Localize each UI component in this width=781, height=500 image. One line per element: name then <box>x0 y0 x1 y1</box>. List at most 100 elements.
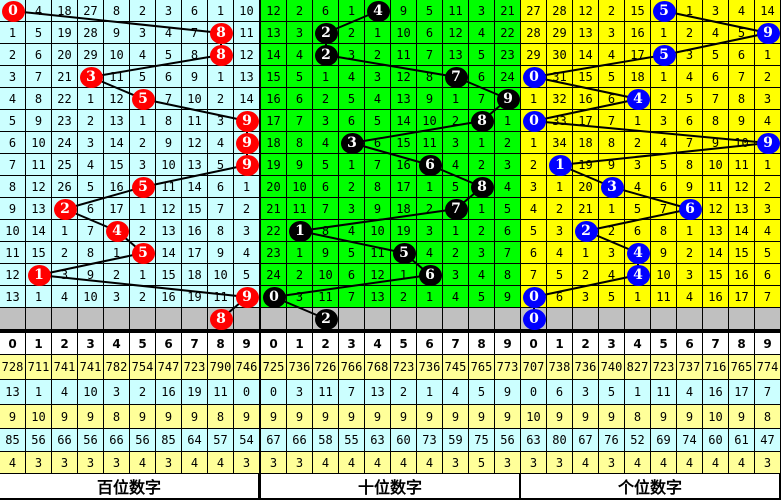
stat-cell: 9 <box>156 405 182 429</box>
stat-cell: 723 <box>651 355 677 380</box>
grid-cell: 23 <box>261 242 287 264</box>
grid-cell: 2 <box>521 154 547 176</box>
grid-cell: 3 <box>547 220 573 242</box>
digit-header: 4 <box>365 333 391 355</box>
stat-cell: 9 <box>365 405 391 429</box>
grid-cell: 1 <box>469 132 495 154</box>
stat-cell: 738 <box>547 355 573 380</box>
grid-cell: 4 <box>313 132 339 154</box>
draw-ball: 3 <box>79 66 103 88</box>
stat-cell: 11 <box>208 380 234 405</box>
stat-cell: 9 <box>599 405 625 429</box>
grid-cell: 1 <box>521 88 547 110</box>
grid-cell: 11 <box>104 66 130 88</box>
grid-cell: 1 <box>651 22 677 44</box>
grid-cell: 5 <box>234 264 260 286</box>
stat-cell: 4 <box>729 452 755 474</box>
grid-cell: 7 <box>651 198 677 220</box>
grid-cell: 9 <box>677 176 703 198</box>
grid-cell: 3 <box>339 44 365 66</box>
grid-cell: 15 <box>703 264 729 286</box>
stat-cell: 56 <box>130 429 156 452</box>
grid-cell: 7 <box>703 88 729 110</box>
grey-cell <box>469 308 495 330</box>
grid-cell: 17 <box>104 198 130 220</box>
grid-cell: 12 <box>703 198 729 220</box>
grid-cell: 14 <box>729 220 755 242</box>
digit-header: 8 <box>729 333 755 355</box>
grid-cell: 2 <box>130 286 156 308</box>
grid-cell: 8 <box>26 88 52 110</box>
stat-cell: 707 <box>521 355 547 380</box>
grid-cell: 12 <box>234 44 260 66</box>
grid-cell: 6 <box>339 110 365 132</box>
stat-cell: 3 <box>443 452 469 474</box>
grid-cell: 3 <box>287 286 313 308</box>
digit-header: 2 <box>313 333 339 355</box>
grid-cell: 1 <box>339 154 365 176</box>
stat-cell: 9 <box>52 405 78 429</box>
grid-cell: 6 <box>729 44 755 66</box>
grid-cell: 4 <box>469 264 495 286</box>
grid-cell: 11 <box>729 154 755 176</box>
grid-cell: 10 <box>78 286 104 308</box>
stat-cell: 716 <box>703 355 729 380</box>
draw-ball: 0 <box>522 66 546 88</box>
stat-cell: 76 <box>599 429 625 452</box>
grid-cell: 6 <box>547 286 573 308</box>
grid-cell: 1 <box>0 22 26 44</box>
grid-cell: 1 <box>208 66 234 88</box>
grey-cell <box>234 308 260 330</box>
grid-cell: 8 <box>182 44 208 66</box>
digit-header: 5 <box>130 333 156 355</box>
grid-cell: 13 <box>156 220 182 242</box>
stat-cell: 61 <box>729 429 755 452</box>
grid-cell: 11 <box>417 132 443 154</box>
grid-cell: 1 <box>417 176 443 198</box>
grid-cell: 6 <box>495 220 521 242</box>
panel-title: 十位数字 <box>261 474 519 498</box>
grid-cell: 6 <box>208 176 234 198</box>
stat-cell: 4 <box>677 452 703 474</box>
grid-cell: 12 <box>156 198 182 220</box>
grid-cell: 14 <box>391 110 417 132</box>
grid-cell: 10 <box>0 220 26 242</box>
draw-ball: 2 <box>53 198 77 220</box>
draw-ball: 4 <box>626 242 650 264</box>
grid-cell: 7 <box>78 220 104 242</box>
grid-cell: 4 <box>78 154 104 176</box>
grid-cell: 8 <box>599 132 625 154</box>
grid-cell: 4 <box>495 176 521 198</box>
grid-cell: 8 <box>78 242 104 264</box>
grid-cell: 10 <box>287 176 313 198</box>
grid-cell: 7 <box>469 88 495 110</box>
grid-cell: 2 <box>599 0 625 22</box>
grid-cell: 29 <box>521 44 547 66</box>
grid-cell: 3 <box>0 66 26 88</box>
grey-cell <box>625 308 651 330</box>
stat-cell: 67 <box>573 429 599 452</box>
grid-cell: 10 <box>313 264 339 286</box>
grid-cell: 9 <box>599 154 625 176</box>
stat-cell: 9 <box>182 405 208 429</box>
stat-cell: 1 <box>625 380 651 405</box>
stat-cell: 3 <box>104 380 130 405</box>
stat-cell: 7 <box>755 380 781 405</box>
grid-cell: 5 <box>313 154 339 176</box>
grid-cell: 5 <box>599 286 625 308</box>
stat-cell: 9 <box>313 405 339 429</box>
grid-cell: 1 <box>26 286 52 308</box>
grid-cell: 6 <box>365 132 391 154</box>
draw-ball: 5 <box>131 88 155 110</box>
grid-cell: 5 <box>703 44 729 66</box>
draw-ball: 2 <box>314 22 338 44</box>
grid-cell: 5 <box>208 154 234 176</box>
panel-title: 百位数字 <box>0 474 258 498</box>
digit-header: 7 <box>182 333 208 355</box>
stat-cell: 56 <box>495 429 521 452</box>
stat-cell: 4 <box>703 452 729 474</box>
grid-cell: 4 <box>599 264 625 286</box>
stat-cell: 2 <box>391 380 417 405</box>
digit-header: 8 <box>469 333 495 355</box>
grid-cell: 4 <box>234 242 260 264</box>
